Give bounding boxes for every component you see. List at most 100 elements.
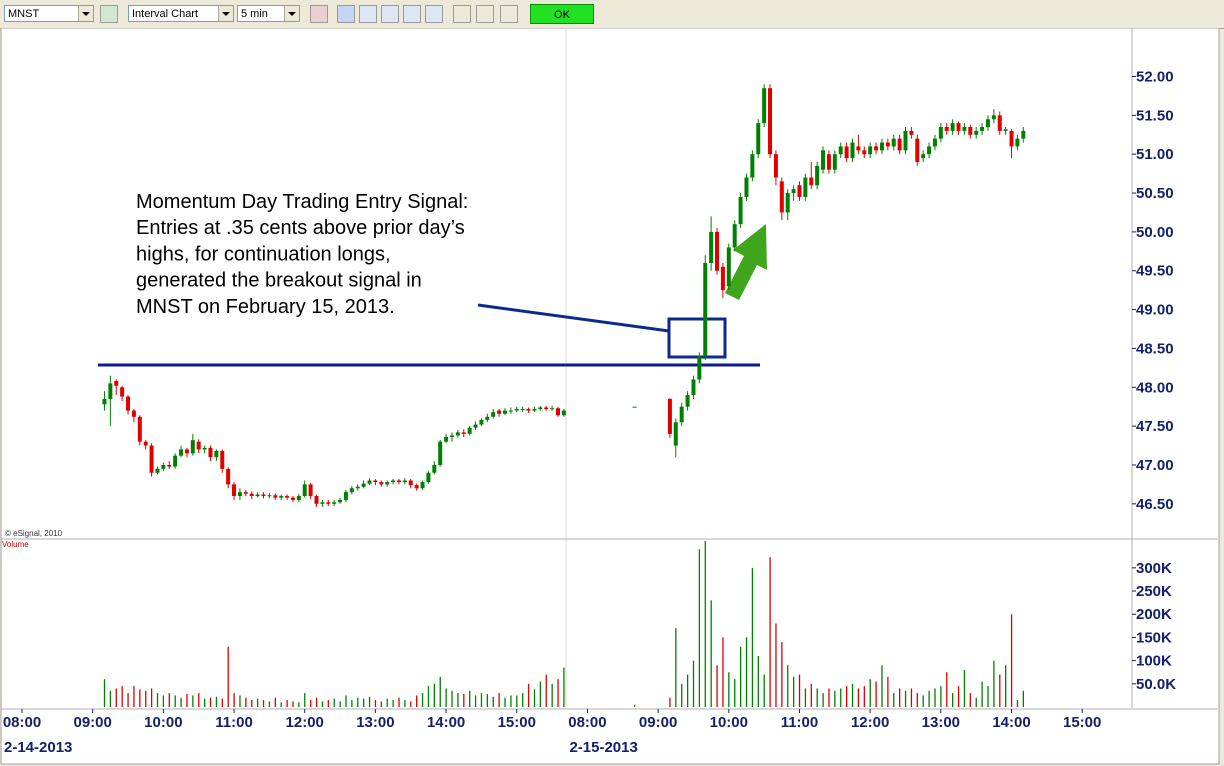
volume-bar [633, 704, 636, 707]
candle-body [879, 142, 884, 151]
candle-body [432, 464, 437, 473]
candle-body [167, 464, 172, 467]
candle-body [856, 146, 861, 151]
volume-bar [480, 693, 483, 707]
volume-bar [262, 700, 265, 707]
volume-bar [851, 683, 854, 707]
x-tick-label: 15:00 [1063, 714, 1101, 731]
volume-bar [804, 688, 807, 707]
candle-body [980, 127, 985, 131]
candle-body [1003, 129, 1008, 131]
volume-bar [180, 697, 182, 707]
volume-bar [1005, 665, 1007, 707]
volume-bar [345, 695, 347, 707]
volume-bar [257, 698, 259, 707]
x-tick-label: 13:00 [356, 714, 394, 731]
candle-body [785, 193, 790, 213]
volume-bar [427, 686, 430, 707]
font-icon[interactable] [476, 5, 494, 23]
volume-bar [698, 549, 701, 707]
candle-body [502, 410, 507, 414]
bars-icon[interactable] [310, 5, 328, 23]
link-icon[interactable] [100, 5, 118, 23]
candle-body [102, 398, 107, 405]
candle-body [190, 440, 195, 454]
volume-bar [474, 695, 477, 707]
candle-icon[interactable] [337, 5, 355, 23]
candle-body [296, 496, 301, 500]
volume-bar [734, 679, 736, 707]
volume-tick-label: 200K [1136, 606, 1172, 623]
candle-body [332, 502, 337, 504]
volume-bar [168, 693, 170, 707]
candle-body [844, 146, 849, 159]
chart-type-box[interactable]: Interval Chart [128, 5, 234, 22]
zoom-in-icon[interactable] [359, 5, 377, 23]
volume-bar [887, 676, 889, 707]
candle-body [667, 398, 672, 434]
candle-body [420, 482, 425, 489]
candle-body [184, 449, 189, 454]
volume-bar [869, 679, 871, 707]
interval-box[interactable]: 5 min [237, 5, 300, 22]
volume-bar [186, 694, 188, 707]
annotation-line: MNST on February 15, 2013. [136, 296, 395, 318]
volume-bar [504, 697, 506, 707]
candle-body [232, 484, 237, 497]
candle-body [320, 502, 325, 504]
candle-body [1021, 130, 1026, 139]
date-label: 2-14-2013 [4, 739, 72, 756]
annotation-line: highs, for continuation longs, [136, 243, 391, 265]
candle-body [927, 146, 932, 155]
candle-body [744, 177, 749, 197]
candle-body [520, 409, 525, 411]
candle-body [438, 441, 443, 465]
candle-body [538, 407, 543, 410]
volume-bar [327, 700, 329, 707]
volume-bar [969, 693, 971, 707]
x-tick-label: 13:00 [922, 714, 960, 731]
volume-bar [339, 701, 341, 707]
volume-bar [928, 690, 930, 707]
volume-tick-label: 150K [1136, 629, 1172, 646]
candle-body [885, 142, 890, 147]
volume-bar [451, 690, 453, 707]
candle-body [897, 138, 902, 151]
candle-body [791, 189, 796, 194]
candle-body [391, 480, 396, 483]
volume-bar [952, 693, 954, 707]
candle-body [732, 224, 737, 248]
volume-bar [280, 702, 282, 707]
candle-body [237, 492, 242, 497]
volume-bar [739, 646, 742, 707]
candle-body [173, 455, 178, 467]
text-icon[interactable] [453, 5, 471, 23]
volume-bar [957, 686, 960, 707]
volume-bar [940, 686, 942, 707]
volume-bar [486, 694, 489, 707]
volume-bar [386, 698, 388, 707]
volume-bar [457, 693, 459, 707]
volume-bar [987, 686, 989, 707]
candle-body [161, 464, 166, 469]
ok-button[interactable]: OK [530, 4, 594, 24]
eraser-icon[interactable] [500, 5, 518, 23]
candle-body [302, 484, 307, 497]
volume-bar [527, 683, 530, 707]
volume-bar [245, 697, 247, 707]
volume-bar [115, 688, 117, 707]
draw-icon[interactable] [425, 5, 443, 23]
candle-body [155, 468, 160, 473]
candle-body [338, 499, 343, 503]
volume-bar [904, 690, 907, 707]
volume-bar [174, 695, 176, 707]
table-icon[interactable] [403, 5, 421, 23]
candle-body [891, 138, 896, 147]
candle-body [408, 480, 413, 486]
candle-body [179, 449, 184, 456]
candle-body [703, 262, 708, 357]
symbol-box[interactable]: MNST [4, 5, 94, 22]
zoom-out-icon[interactable] [381, 5, 399, 23]
x-tick-label: 12:00 [286, 714, 324, 731]
